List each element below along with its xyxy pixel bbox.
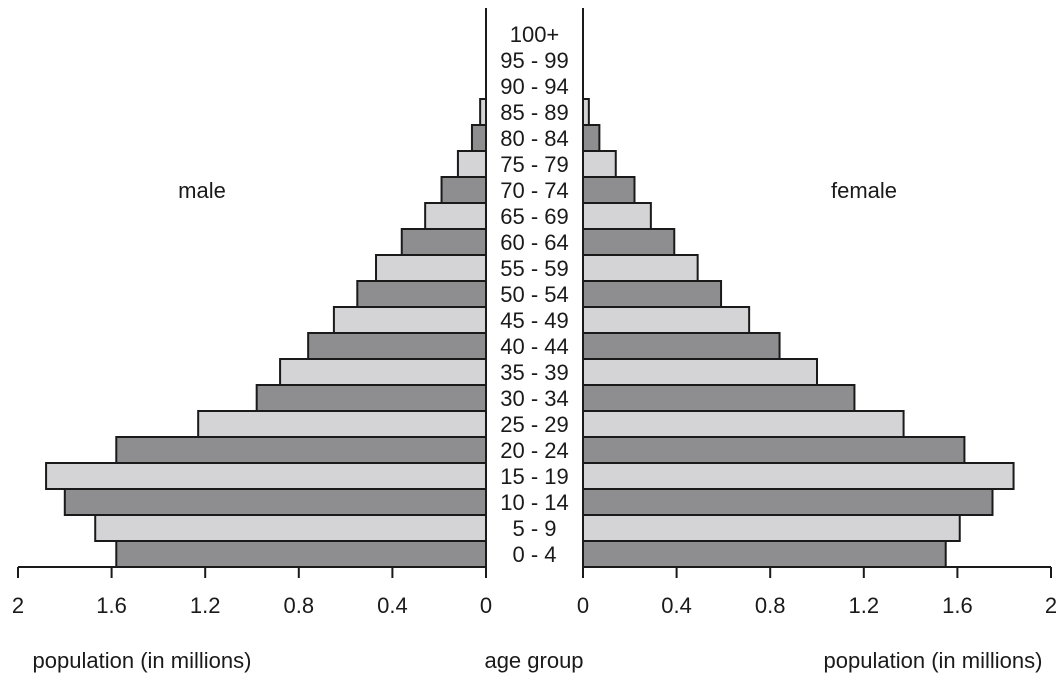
age-label-20-24: 20 - 24 [500, 438, 569, 463]
female-side-label: female [831, 178, 897, 203]
female-bar-35-39 [582, 358, 818, 386]
male-tick-label: 0.8 [284, 593, 315, 618]
male-tick-label: 0.4 [377, 593, 408, 618]
female-bar-20-24 [582, 436, 966, 464]
male-bars [45, 98, 488, 568]
female-tick-label: 1.2 [849, 593, 880, 618]
age-label-35-39: 35 - 39 [500, 360, 569, 385]
age-label-45-49: 45 - 49 [500, 308, 569, 333]
female-tick-label: 0.4 [661, 593, 692, 618]
age-label-85-89: 85 - 89 [500, 100, 569, 125]
male-bar-75-79 [456, 150, 488, 178]
female-bar-45-49 [582, 306, 751, 334]
tick-labels: 0 0 0.4 0.4 0.8 0.8 1.2 1.2 1.6 1.6 2 2 [12, 593, 1057, 618]
female-bar-0-4 [582, 540, 947, 568]
female-bars [582, 98, 1015, 568]
female-bar-75-79 [582, 150, 617, 178]
female-bar-50-54 [582, 280, 723, 308]
female-tick-label: 2 [1045, 593, 1057, 618]
male-bar-70-74 [440, 176, 488, 204]
male-bar-80-84 [470, 124, 487, 152]
age-label-15-19: 15 - 19 [500, 464, 569, 489]
male-bar-45-49 [332, 306, 487, 334]
male-bar-40-44 [307, 332, 487, 360]
male-bar-60-64 [400, 228, 488, 256]
female-bar-5-9 [582, 514, 961, 542]
age-label-60-64: 60 - 64 [500, 230, 569, 255]
male-bar-10-14 [63, 488, 488, 516]
female-bar-10-14 [582, 488, 994, 516]
female-bar-60-64 [582, 228, 676, 256]
age-label-100plus: 100+ [510, 22, 560, 47]
female-bar-70-74 [582, 176, 636, 204]
male-tick-label: 1.2 [190, 593, 221, 618]
x-axis-title-left: population (in millions) [33, 648, 252, 673]
male-tick-label: 2 [12, 593, 24, 618]
age-label-80-84: 80 - 84 [500, 126, 569, 151]
male-side-label: male [178, 178, 226, 203]
x-axis-title-right: population (in millions) [824, 648, 1043, 673]
age-label-90-94: 90 - 94 [500, 74, 569, 99]
male-bar-65-69 [424, 202, 488, 230]
age-label-70-74: 70 - 74 [500, 178, 569, 203]
male-tick-label: 0 [480, 593, 492, 618]
female-bar-30-34 [582, 384, 856, 412]
age-label-25-29: 25 - 29 [500, 412, 569, 437]
age-label-40-44: 40 - 44 [500, 334, 569, 359]
age-label-65-69: 65 - 69 [500, 204, 569, 229]
male-bar-30-34 [255, 384, 487, 412]
age-label-95-99: 95 - 99 [500, 48, 569, 73]
female-bar-55-59 [582, 254, 699, 282]
female-bar-40-44 [582, 332, 781, 360]
age-label-55-59: 55 - 59 [500, 256, 569, 281]
axes [17, 8, 1052, 578]
female-bar-80-84 [582, 124, 601, 152]
male-bar-5-9 [94, 514, 487, 542]
female-bar-65-69 [582, 202, 652, 230]
age-label-0-4: 0 - 4 [512, 542, 556, 567]
female-tick-label: 0 [577, 593, 589, 618]
male-bar-25-29 [197, 410, 487, 438]
age-label-30-34: 30 - 34 [500, 386, 569, 411]
male-bar-0-4 [115, 540, 487, 568]
female-tick-label: 0.8 [755, 593, 786, 618]
age-label-50-54: 50 - 54 [500, 282, 569, 307]
female-tick-label: 1.6 [942, 593, 973, 618]
male-bar-15-19 [45, 462, 488, 490]
female-bar-25-29 [582, 410, 905, 438]
male-tick-label: 1.6 [96, 593, 127, 618]
male-bar-55-59 [375, 254, 487, 282]
age-label-10-14: 10 - 14 [500, 490, 569, 515]
center-axis-title: age group [484, 648, 583, 673]
male-bar-35-39 [279, 358, 487, 386]
male-bar-50-54 [356, 280, 487, 308]
female-bar-15-19 [582, 462, 1015, 490]
age-label-75-79: 75 - 79 [500, 152, 569, 177]
male-bar-20-24 [115, 436, 487, 464]
age-label-5-9: 5 - 9 [512, 516, 556, 541]
